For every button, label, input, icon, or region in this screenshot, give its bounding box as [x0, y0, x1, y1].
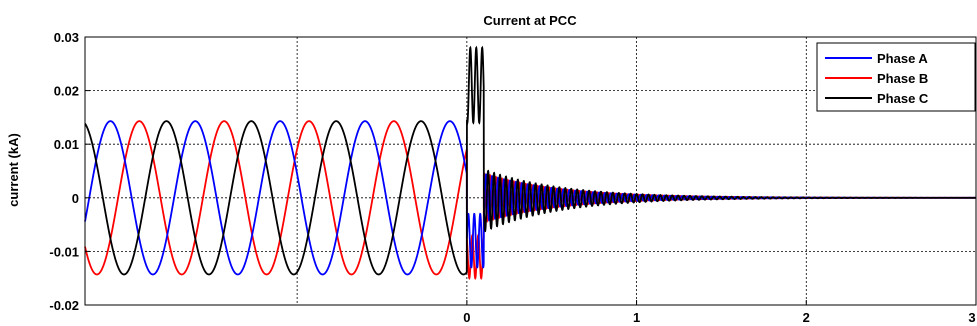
y-tick-label: -0.02 — [49, 298, 79, 313]
x-tick-label: 1 — [633, 310, 640, 325]
x-tick-label: 0 — [463, 310, 470, 325]
y-tick-label: 0 — [72, 191, 79, 206]
legend-entry: Phase B — [877, 71, 928, 86]
legend-entry: Phase C — [877, 91, 929, 106]
y-tick-label: 0.02 — [54, 84, 79, 99]
legend-entry: Phase A — [877, 51, 928, 66]
y-axis-label: current (kA) — [6, 133, 21, 207]
chart-title: Current at PCC — [483, 13, 577, 28]
series-lines — [84, 45, 976, 281]
plot-frame — [84, 36, 977, 306]
y-tick-label: -0.01 — [49, 244, 79, 259]
x-tick-label: 3 — [968, 310, 975, 325]
legend: Phase A Phase B Phase C — [816, 42, 976, 112]
x-tick-label: 2 — [803, 310, 810, 325]
y-tick-label: 0.01 — [54, 137, 79, 152]
axis-ticks: 0 1 2 3 -0.02 -0.01 0 0.01 0.02 0.03 — [49, 30, 977, 325]
series-line-phase-c — [84, 45, 976, 276]
y-tick-label: 0.03 — [54, 30, 79, 45]
